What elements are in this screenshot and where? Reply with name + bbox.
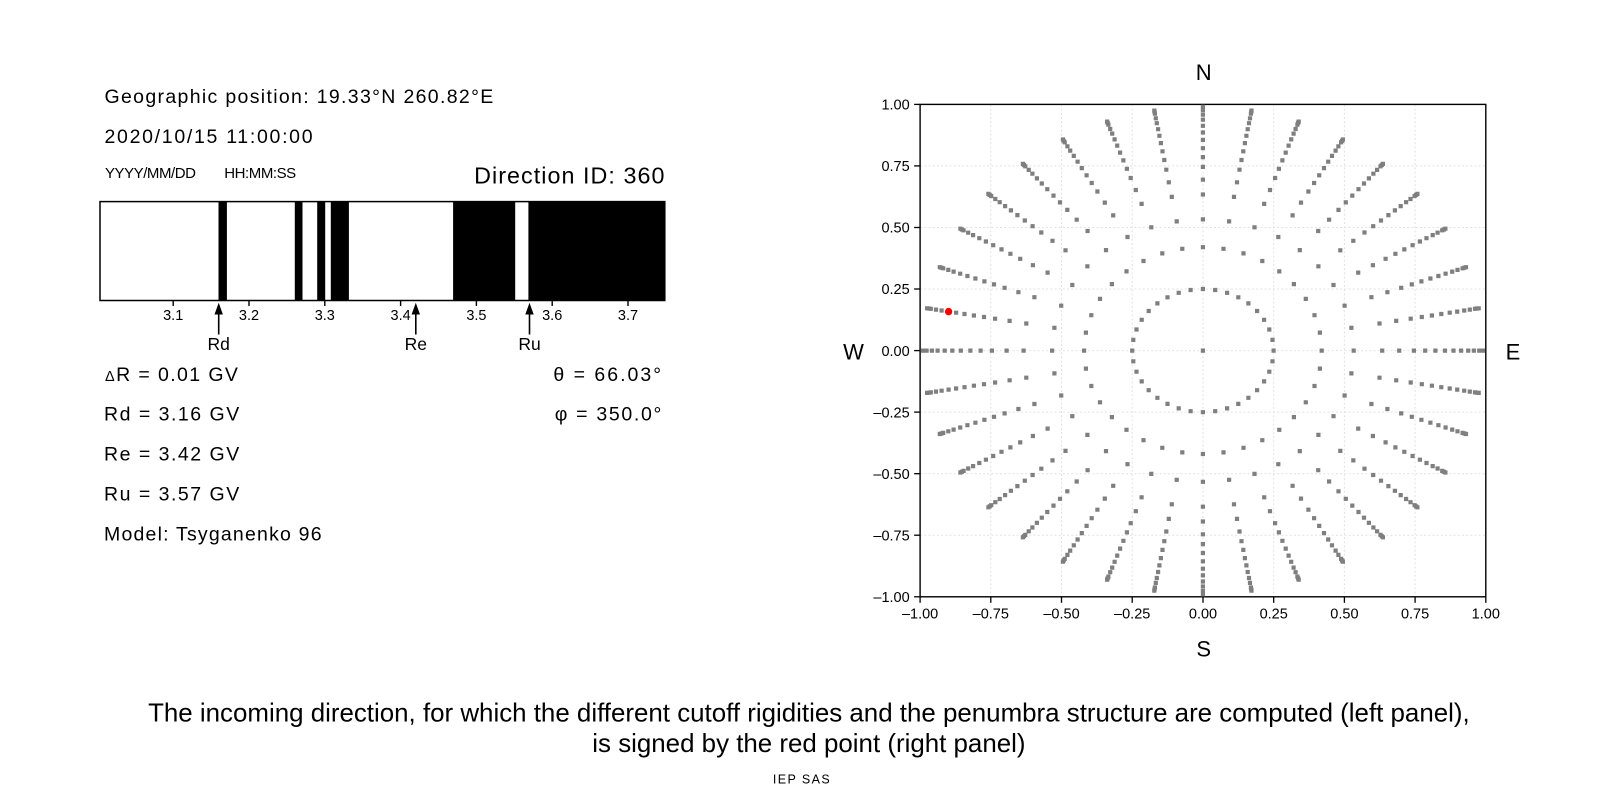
svg-text:3.1: 3.1 (163, 308, 183, 324)
svg-text:–0.25: –0.25 (1114, 607, 1150, 623)
svg-text:IEP SAS: IEP SAS (773, 773, 831, 787)
svg-text:0.75: 0.75 (881, 159, 909, 175)
svg-text:Re = 3.42 GV: Re = 3.42 GV (104, 444, 241, 466)
svg-text:0.50: 0.50 (1330, 607, 1358, 623)
svg-text:φ = 350.0°: φ = 350.0° (555, 404, 663, 426)
svg-text:Ru = 3.57 GV: Ru = 3.57 GV (104, 484, 241, 506)
svg-text:0.00: 0.00 (1189, 607, 1217, 623)
svg-text:Rd = 3.16 GV: Rd = 3.16 GV (104, 404, 241, 426)
svg-text:3.7: 3.7 (618, 308, 638, 324)
svg-text:0.50: 0.50 (881, 221, 909, 237)
svg-text:1.00: 1.00 (1472, 607, 1500, 623)
svg-text:is signed by the red point (ri: is signed by the red point (right panel) (592, 730, 1025, 758)
svg-text:–0.25: –0.25 (873, 405, 909, 421)
svg-text:–0.50: –0.50 (873, 467, 909, 483)
svg-text:Geographic position: 19.33°N 2: Geographic position: 19.33°N 260.82°E (105, 86, 495, 108)
svg-text:2020/10/15 11:00:00: 2020/10/15 11:00:00 (105, 126, 315, 148)
svg-text:–0.75: –0.75 (873, 529, 909, 545)
svg-text:Model: Tsyganenko 96: Model: Tsyganenko 96 (104, 524, 323, 546)
svg-text:0.75: 0.75 (1401, 607, 1429, 623)
svg-text:3.5: 3.5 (466, 308, 486, 324)
svg-text:3.4: 3.4 (391, 308, 411, 324)
svg-text:E: E (1506, 340, 1521, 365)
svg-text:3.3: 3.3 (315, 308, 335, 324)
svg-text:0.25: 0.25 (1260, 607, 1288, 623)
svg-text:W: W (843, 340, 864, 365)
svg-text:S: S (1196, 637, 1211, 662)
svg-text:θ = 66.03°: θ = 66.03° (553, 364, 663, 386)
svg-text:YYYY/MM/DD: YYYY/MM/DD (105, 165, 196, 182)
svg-text:0.25: 0.25 (881, 282, 909, 298)
svg-text:–0.50: –0.50 (1043, 607, 1079, 623)
svg-text:HH:MM:SS: HH:MM:SS (224, 165, 296, 182)
svg-text:–1.00: –1.00 (902, 607, 938, 623)
svg-text:Ru: Ru (518, 334, 540, 354)
svg-text:Rd: Rd (208, 334, 230, 354)
svg-text:The incoming direction, for wh: The incoming direction, for which the di… (148, 700, 1470, 728)
svg-text:1.00: 1.00 (881, 98, 909, 114)
svg-text:–0.75: –0.75 (973, 607, 1009, 623)
svg-text:Direction ID: 360: Direction ID: 360 (474, 163, 665, 189)
svg-text:Re: Re (405, 334, 427, 354)
svg-text:N: N (1196, 60, 1212, 85)
svg-text:ΔR = 0.01 GV: ΔR = 0.01 GV (105, 364, 239, 386)
svg-text:0.00: 0.00 (881, 344, 909, 360)
svg-text:–1.00: –1.00 (873, 590, 909, 606)
svg-text:3.6: 3.6 (542, 308, 562, 324)
svg-text:3.2: 3.2 (239, 308, 259, 324)
